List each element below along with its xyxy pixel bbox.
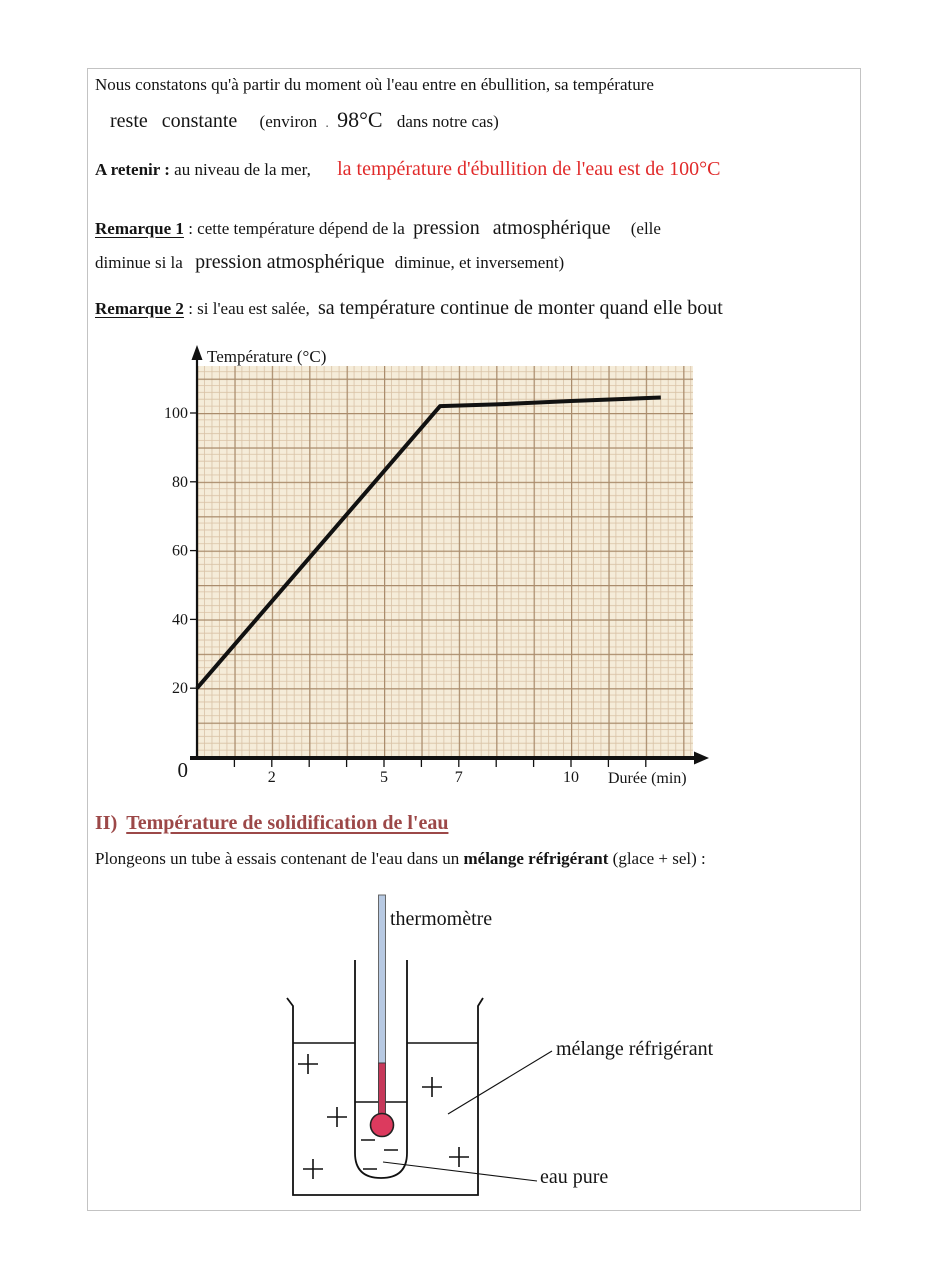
y-tick-label: 40 <box>172 611 188 628</box>
remarque1-line-1: Remarque 1 : cette température dépend de… <box>95 217 661 240</box>
remarque1-line2b: diminue, et inversement) <box>394 253 565 272</box>
intro-line-2: reste constante (environ . 98°C dans not… <box>110 107 499 133</box>
remarque1-answer1: pression atmosphérique <box>413 217 611 239</box>
intro-line-1: Nous constatons qu'à partir du moment où… <box>95 75 654 95</box>
y-tick-label: 60 <box>172 543 188 560</box>
retenir-highlight: la température d'ébullition de l'eau est… <box>337 158 721 180</box>
intro-environ: (environ <box>259 112 318 131</box>
temperature-curve <box>195 395 661 690</box>
thermometer-bulb <box>369 1112 395 1138</box>
section2-title: Température de solidification de l'eau <box>126 812 449 834</box>
minus-symbols-water <box>361 1139 398 1170</box>
remarque2-text: : si l'eau est salée, <box>188 299 310 318</box>
section2-paragraph: Plongeons un tube à essais contenant de … <box>95 849 706 869</box>
x-tick-label: 10 <box>563 769 579 786</box>
graph-grid <box>197 366 693 757</box>
x-tick-label: 7 <box>455 769 463 786</box>
retenir-label: A retenir : <box>95 160 170 179</box>
remarque1-answer2: pression atmosphérique <box>195 251 385 273</box>
intro-temp-value: 98°C <box>337 107 383 132</box>
section2-heading: II) Température de solidification de l'e… <box>95 812 448 835</box>
section2-numeral: II) <box>95 812 118 834</box>
x-tick-label: 5 <box>380 769 388 786</box>
y-tick-label: 20 <box>172 680 188 697</box>
section2-para-b: (glace + sel) : <box>612 849 706 868</box>
remarque1-text2: (elle <box>630 219 661 238</box>
beaker <box>286 997 484 1196</box>
plus-symbols-mixture <box>298 1054 469 1179</box>
origin-label: 0 <box>178 758 189 782</box>
mixture-pointer-line <box>447 1050 553 1115</box>
remarque1-line2a: diminue si la <box>95 253 183 272</box>
water-label: eau pure <box>540 1166 609 1188</box>
section2-para-bold: mélange réfrigérant <box>463 849 609 868</box>
water-pointer-line <box>382 1161 538 1182</box>
intro-dot: . <box>325 116 329 131</box>
thermometer-stem-blue <box>378 894 386 1064</box>
intro-text: Nous constatons qu'à partir du moment où… <box>95 75 654 94</box>
remarque2-line: Remarque 2 : si l'eau est salée, sa temp… <box>95 297 723 320</box>
retenir-line: A retenir : au niveau de la mer, la temp… <box>95 158 721 181</box>
thermometer-label: thermomètre <box>390 908 493 930</box>
chart-x-axis-title: Durée (min) <box>608 770 687 787</box>
y-axis-arrow <box>191 345 203 360</box>
remarque2-answer: sa température continue de monter quand … <box>318 297 723 319</box>
thermometer-stem-red <box>378 1062 386 1116</box>
solidification-experiment-diagram <box>286 894 553 1196</box>
retenir-text: au niveau de la mer, <box>174 160 311 179</box>
remarque2-label: Remarque 2 <box>95 299 184 318</box>
remarque1-label: Remarque 1 <box>95 219 184 238</box>
chart-y-axis-title: Température (°C) <box>207 347 327 366</box>
y-tick-label: 100 <box>164 405 188 422</box>
y-tick-label: 80 <box>172 474 188 491</box>
mixture-label: mélange réfrigérant <box>556 1038 714 1060</box>
section2-para-a: Plongeons un tube à essais contenant de … <box>95 849 460 868</box>
remarque1-line-2: diminue si la pression atmosphérique dim… <box>95 251 564 274</box>
x-tick-label: 2 <box>268 769 276 786</box>
intro-close: dans notre cas) <box>396 112 499 131</box>
x-axis-arrow <box>694 751 709 765</box>
remarque1-text1: : cette température dépend de la <box>188 219 405 238</box>
intro-answer: reste constante <box>110 110 238 132</box>
test-tube <box>354 960 408 1179</box>
